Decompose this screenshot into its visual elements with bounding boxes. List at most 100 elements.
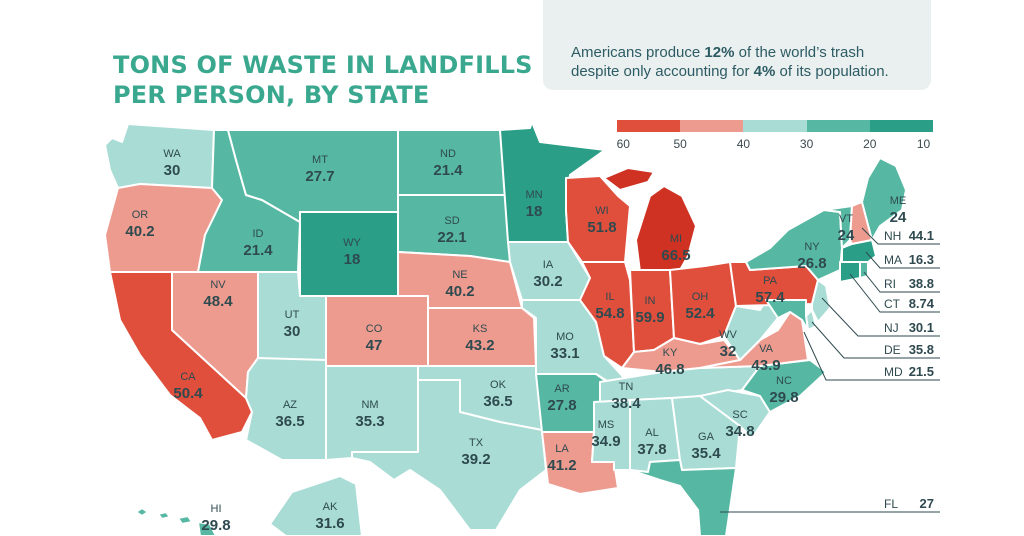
state-value-ok: 36.5 [483,393,512,410]
state-label-al: AL [645,427,658,439]
state-label-or: OR [132,209,149,221]
state-value-tn: 38.4 [611,395,641,412]
legend-tick: 10 [916,137,931,151]
state-label-hi: HI [211,503,222,515]
map-title: TONS OF WASTE IN LANDFILLS PER PERSON, B… [113,50,533,110]
state-value-pa: 57.4 [755,289,785,306]
state-hi[interactable] [135,507,217,536]
state-value-ny: 26.8 [797,255,826,272]
state-label-ia: IA [543,259,554,271]
state-value-ne: 40.2 [445,283,474,300]
legend-tick: 20 [863,137,877,151]
state-label-va: VA [759,343,774,355]
state-value-ak: 31.6 [315,515,344,532]
state-value-wi: 51.8 [587,219,616,236]
state-label-ga: GA [698,431,715,443]
state-value-vt: 24 [838,227,855,244]
state-value-ga: 35.4 [691,445,721,462]
state-label-mi: MI [670,233,682,245]
state-label-mt: MT [312,154,328,166]
state-label-wi: WI [595,205,608,217]
leader-nj [821,297,940,337]
state-value-mt: 27.7 [305,168,334,185]
state-label-ut: UT [285,309,300,321]
state-value-ri: 38.8 [909,276,934,291]
state-label-ny: NY [804,241,820,253]
state-label-il: IL [605,291,614,303]
state-label-ne: NE [452,269,467,281]
legend-ticks: 60 50 40 30 20 10 [616,132,933,151]
state-value-va: 43.9 [751,357,780,374]
state-ct[interactable] [839,261,861,283]
state-value-co: 47 [366,337,383,354]
state-value-me: 24 [890,209,907,226]
state-value-oh: 52.4 [685,305,715,322]
leader-md [803,331,940,381]
state-tx[interactable] [351,379,547,531]
state-label-sc: SC [732,409,747,421]
state-value-al: 37.8 [637,441,666,458]
fact-text-part: of the world’s trash [734,44,865,61]
state-value-in: 59.9 [635,309,664,326]
state-label-de: DE [884,343,901,357]
state-value-ar: 27.8 [547,397,576,414]
legend-swatch-30-20 [806,120,870,132]
state-nj[interactable] [811,279,831,323]
state-value-de: 35.8 [909,342,934,357]
state-value-nv: 48.4 [203,293,233,310]
state-label-ms: MS [598,419,615,431]
state-value-ct: 8.74 [909,296,935,311]
state-value-nc: 29.8 [769,389,798,406]
state-label-sd: SD [444,215,459,227]
state-value-ut: 30 [284,323,301,340]
legend-tick: 40 [736,137,751,151]
legend-swatch-60-50 [617,120,681,132]
fact-callout: Americans produce 12% of the world’s tra… [543,0,931,90]
state-label-fl: FL [884,497,898,511]
state-value-wv: 32 [720,343,737,360]
state-label-wa: WA [163,148,181,160]
state-label-ar: AR [554,383,569,395]
state-mi[interactable] [603,167,697,273]
legend-tick: 30 [799,137,814,151]
state-label-mo: MO [556,331,574,343]
state-hi-island [197,521,217,536]
state-value-ca: 50.4 [173,385,203,402]
state-ak[interactable] [269,475,363,536]
state-value-nd: 21.4 [433,162,463,179]
state-label-me: ME [890,195,907,207]
leader-de [811,321,940,359]
state-value-la: 41.2 [547,457,576,474]
state-value-mo: 33.1 [550,345,579,362]
state-value-md: 21.5 [909,364,934,379]
state-hi-island [135,507,149,517]
state-label-ky: KY [663,347,678,359]
state-label-in: IN [645,295,656,307]
state-label-ca: CA [180,371,196,383]
state-value-ms: 34.9 [591,433,620,450]
state-il[interactable] [579,261,635,369]
state-fl[interactable] [629,459,737,536]
state-label-mn: MN [525,189,542,201]
state-value-nj: 30.1 [909,320,934,335]
state-label-ak: AK [323,501,338,513]
state-value-az: 36.5 [275,413,304,430]
state-vt[interactable] [823,205,853,249]
legend-tick: 60 [616,137,630,151]
state-value-mn: 18 [526,203,543,220]
state-label-nd: ND [440,148,456,160]
state-wa[interactable] [104,123,215,189]
state-label-nm: NM [361,399,378,411]
state-label-co: CO [366,323,383,335]
state-label-ma: MA [884,253,902,267]
state-hi-island [157,511,171,520]
state-value-tx: 39.2 [461,451,490,468]
state-label-la: LA [555,443,569,455]
state-md[interactable] [765,299,809,331]
state-label-wv: WV [719,329,737,341]
title-line-1: TONS OF WASTE IN LANDFILLS [113,51,533,79]
state-value-or: 40.2 [125,223,154,240]
fact-text: Americans produce 12% of the world’s tra… [571,43,889,81]
state-value-hi: 29.8 [201,517,230,534]
state-me[interactable] [861,157,907,241]
